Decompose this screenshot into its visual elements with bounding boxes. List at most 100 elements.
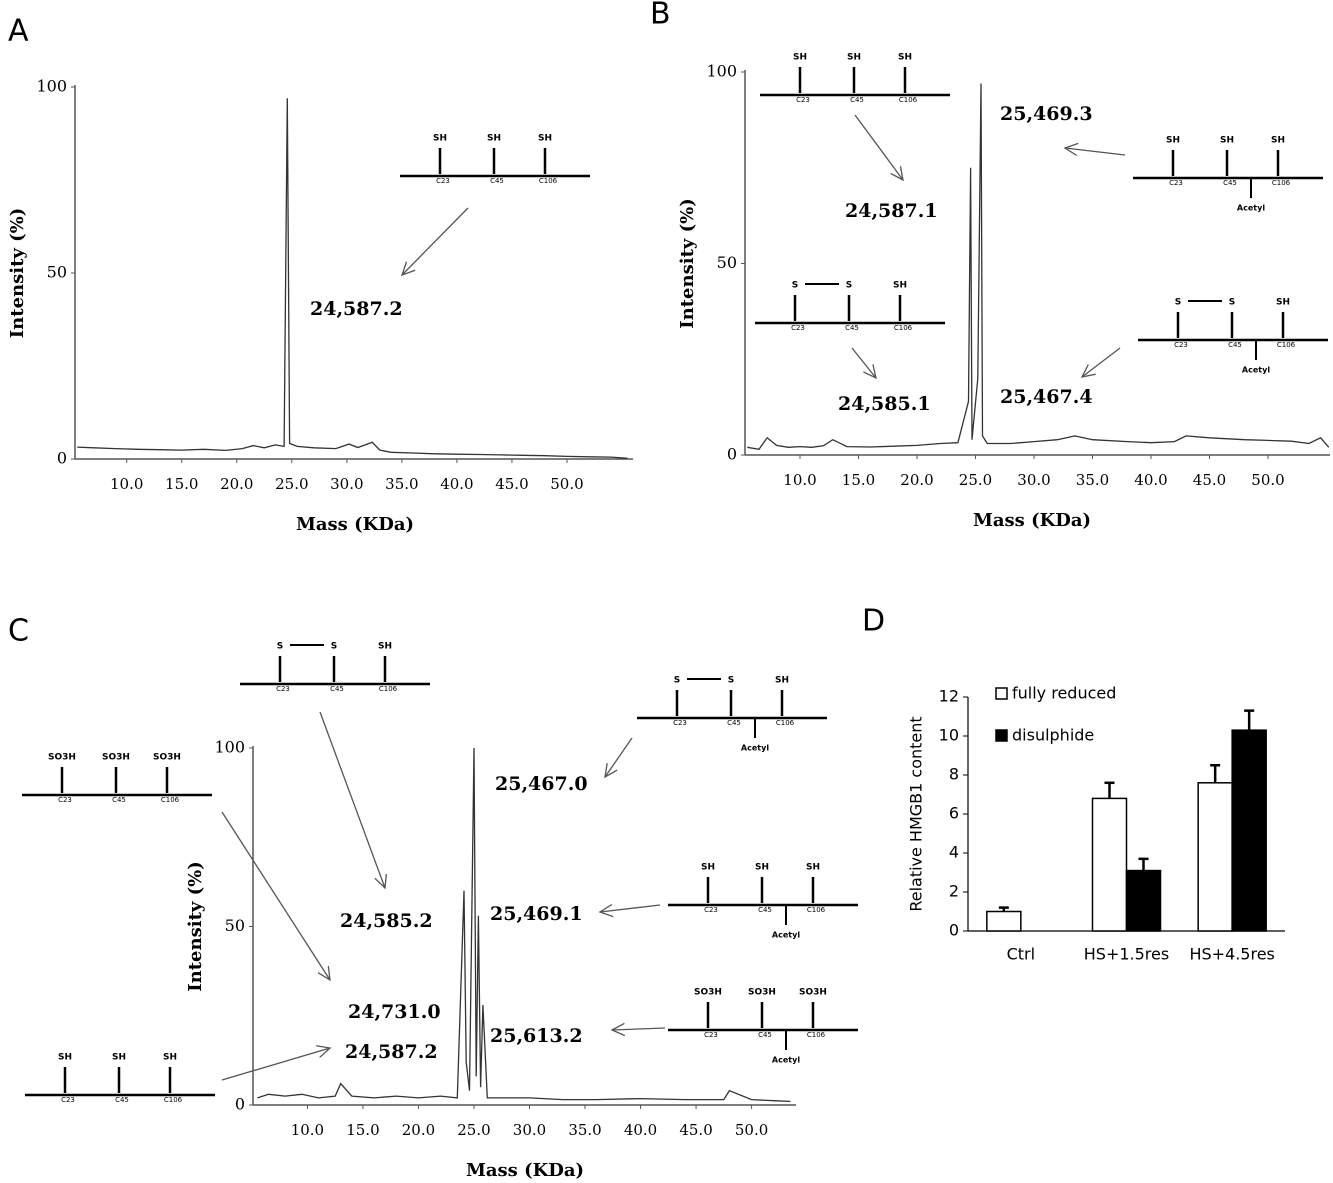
residue-label: C106: [807, 1031, 826, 1039]
mass-annotation: 25,467.4: [1000, 386, 1093, 408]
x-tick-label: 45.0: [679, 1121, 712, 1139]
x-tick-label: HS+4.5res: [1189, 945, 1274, 964]
arrow: [1064, 147, 1126, 156]
residue-label: C45: [850, 96, 864, 104]
residue-label: C45: [758, 1031, 772, 1039]
x-tick-label: 10.0: [291, 1121, 324, 1139]
x-axis-label: Mass (KDa): [973, 510, 1091, 531]
x-axis-label: Mass (KDa): [296, 514, 414, 535]
x-tick-label: HS+1.5res: [1084, 945, 1169, 964]
group-label: SO3H: [48, 753, 76, 763]
residue-label: C23: [704, 1031, 718, 1039]
residue-label: C106: [807, 906, 826, 914]
arrow-head: [316, 1045, 332, 1058]
group-label: SH: [755, 863, 769, 873]
group-label: SH: [1276, 298, 1290, 308]
x-tick-label: 25.0: [275, 475, 308, 493]
mass-annotation: 24,587.1: [845, 200, 938, 222]
arrow-head: [890, 166, 904, 182]
x-tick-label: 45.0: [495, 475, 528, 493]
y-tick-label: 0: [57, 449, 67, 468]
y-tick-label: 2: [949, 882, 959, 901]
arrow-head: [400, 261, 416, 277]
spectrum: [77, 98, 628, 459]
arrow: [401, 207, 469, 276]
group-label: SH: [847, 53, 861, 63]
group-label: SH: [163, 1053, 177, 1063]
residue-label: C106: [1277, 341, 1296, 349]
mass-annotation: 25,469.1: [490, 903, 583, 925]
residue-label: C23: [436, 177, 450, 185]
y-tick-label: 100: [36, 77, 67, 96]
arrow-head: [604, 763, 618, 779]
x-tick-label: 30.0: [1017, 471, 1050, 489]
mass-annotation: 25,467.0: [495, 773, 588, 795]
y-tick-label: 6: [949, 804, 959, 823]
panel-label: D: [862, 604, 885, 639]
group-label: SH: [487, 134, 501, 144]
arrow-head: [1063, 142, 1079, 157]
group-label: SH: [538, 134, 552, 144]
residue-label: C106: [164, 1096, 183, 1104]
arrow: [319, 711, 386, 889]
x-tick-label: 40.0: [624, 1121, 657, 1139]
residue-label: C106: [1272, 179, 1291, 187]
x-tick-label: 50.0: [1251, 471, 1284, 489]
legend-label: fully reduced: [1012, 684, 1116, 703]
legend-label: disulphide: [1012, 726, 1094, 745]
arrow-head: [598, 903, 614, 918]
bar: [1197, 782, 1233, 932]
residue-label: C23: [704, 906, 718, 914]
x-tick-label: 25.0: [457, 1121, 490, 1139]
mass-annotation: 24,587.2: [310, 298, 403, 320]
group-label: SH: [701, 863, 715, 873]
group-label: S: [728, 676, 734, 686]
y-tick-label: 10: [939, 726, 959, 745]
residue-label: C45: [490, 177, 504, 185]
spectrum: [747, 83, 1330, 451]
x-tick-label: 35.0: [1076, 471, 1109, 489]
group-label: SH: [775, 676, 789, 686]
x-tick-label: 15.0: [165, 475, 198, 493]
legend-swatch: [995, 729, 1008, 742]
arrow: [854, 114, 904, 181]
residue-label: C45: [845, 324, 859, 332]
y-axis-label: Intensity (%): [677, 198, 698, 329]
group-label: SH: [1166, 136, 1180, 146]
group-label: SH: [433, 134, 447, 144]
mass-annotation: 24,731.0: [348, 1001, 441, 1023]
y-axis-label: Relative HMGB1 content: [907, 716, 926, 911]
residue-label: C106: [379, 685, 398, 693]
residue-label: C45: [727, 719, 741, 727]
group-label: SH: [378, 642, 392, 652]
residue-label: C45: [330, 685, 344, 693]
x-tick-label: 35.0: [385, 475, 418, 493]
x-tick-label: 35.0: [568, 1121, 601, 1139]
modification-label: Acetyl: [741, 744, 769, 753]
x-tick-label: 25.0: [959, 471, 992, 489]
residue-label: C23: [1169, 179, 1183, 187]
x-tick-label: 30.0: [513, 1121, 546, 1139]
residue-label: C45: [112, 796, 126, 804]
residue-label: C106: [539, 177, 558, 185]
y-tick-label: 50: [225, 916, 245, 935]
residue-label: C45: [758, 906, 772, 914]
group-label: SH: [893, 281, 907, 291]
mass-annotation: 24,585.2: [340, 910, 433, 932]
mass-annotation: 25,613.2: [490, 1025, 583, 1047]
group-label: S: [1175, 298, 1181, 308]
modification-label: Acetyl: [772, 1056, 800, 1065]
spectrum: [257, 747, 791, 1103]
arrow: [851, 347, 877, 379]
y-axis-label: Intensity (%): [7, 208, 28, 339]
y-tick-label: 12: [939, 687, 959, 706]
y-tick-label: 100: [706, 62, 737, 81]
panel-label: A: [8, 14, 29, 49]
bar: [1125, 869, 1162, 932]
arrow: [1081, 347, 1121, 378]
mass-annotation: 25,469.3: [1000, 103, 1093, 125]
y-tick-label: 8: [949, 765, 959, 784]
x-tick-label: 40.0: [440, 475, 473, 493]
modification-label: Acetyl: [1237, 204, 1265, 213]
